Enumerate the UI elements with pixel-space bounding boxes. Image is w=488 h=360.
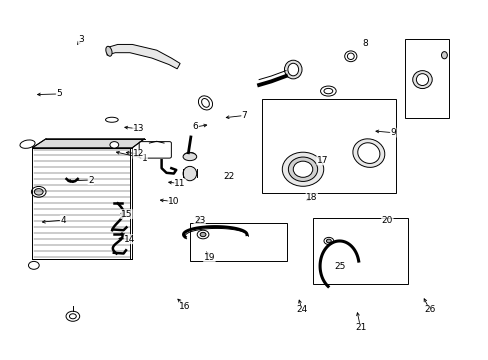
Text: 22: 22 xyxy=(223,172,234,181)
Ellipse shape xyxy=(183,152,195,159)
Ellipse shape xyxy=(20,140,35,148)
Text: 15: 15 xyxy=(121,210,132,219)
Text: 18: 18 xyxy=(305,193,317,202)
Text: 26: 26 xyxy=(423,305,435,314)
Text: 1: 1 xyxy=(142,154,147,163)
Bar xyxy=(312,218,407,284)
Ellipse shape xyxy=(287,63,298,76)
Ellipse shape xyxy=(105,46,112,56)
Text: 21: 21 xyxy=(354,323,366,332)
Text: 14: 14 xyxy=(124,235,135,244)
Text: 23: 23 xyxy=(194,216,205,225)
Ellipse shape xyxy=(183,153,196,161)
Text: 24: 24 xyxy=(296,305,307,314)
Ellipse shape xyxy=(357,143,379,163)
Bar xyxy=(261,99,395,193)
Ellipse shape xyxy=(324,88,332,94)
Bar xyxy=(189,223,287,261)
FancyBboxPatch shape xyxy=(139,141,171,158)
Text: 10: 10 xyxy=(168,197,179,206)
Text: 4: 4 xyxy=(60,216,66,225)
Ellipse shape xyxy=(320,86,335,96)
Circle shape xyxy=(34,189,43,195)
Ellipse shape xyxy=(282,152,323,186)
Ellipse shape xyxy=(198,96,212,110)
Text: 6: 6 xyxy=(192,122,198,131)
Circle shape xyxy=(69,314,76,319)
Text: 20: 20 xyxy=(381,216,392,225)
Ellipse shape xyxy=(412,71,431,89)
Circle shape xyxy=(200,232,205,237)
Text: 9: 9 xyxy=(389,128,395,137)
Circle shape xyxy=(197,230,208,239)
Text: 12: 12 xyxy=(133,149,144,158)
Ellipse shape xyxy=(201,99,209,107)
Text: 16: 16 xyxy=(179,302,190,311)
Text: 7: 7 xyxy=(241,111,247,120)
Text: 19: 19 xyxy=(203,253,215,262)
Text: 3: 3 xyxy=(78,35,84,44)
Text: 5: 5 xyxy=(56,89,62,98)
Ellipse shape xyxy=(352,139,384,167)
Text: 13: 13 xyxy=(133,124,144,133)
Text: 8: 8 xyxy=(362,39,367,48)
Circle shape xyxy=(31,186,46,197)
Circle shape xyxy=(326,239,330,243)
Ellipse shape xyxy=(293,161,312,177)
Ellipse shape xyxy=(284,60,302,79)
Bar xyxy=(32,148,130,259)
Circle shape xyxy=(28,261,39,269)
Text: 17: 17 xyxy=(316,156,327,165)
Text: 25: 25 xyxy=(333,262,345,271)
Ellipse shape xyxy=(105,117,118,122)
Bar xyxy=(405,40,448,118)
Text: 11: 11 xyxy=(174,179,185,188)
Polygon shape xyxy=(107,44,180,69)
Text: 2: 2 xyxy=(88,176,94,185)
Ellipse shape xyxy=(415,74,427,86)
Ellipse shape xyxy=(344,51,356,62)
Circle shape xyxy=(66,311,80,321)
Bar xyxy=(32,148,132,259)
Circle shape xyxy=(324,237,333,244)
Ellipse shape xyxy=(288,157,317,181)
Ellipse shape xyxy=(441,51,447,59)
Polygon shape xyxy=(32,139,144,148)
Circle shape xyxy=(110,141,119,148)
Ellipse shape xyxy=(183,166,196,181)
Ellipse shape xyxy=(346,53,353,59)
